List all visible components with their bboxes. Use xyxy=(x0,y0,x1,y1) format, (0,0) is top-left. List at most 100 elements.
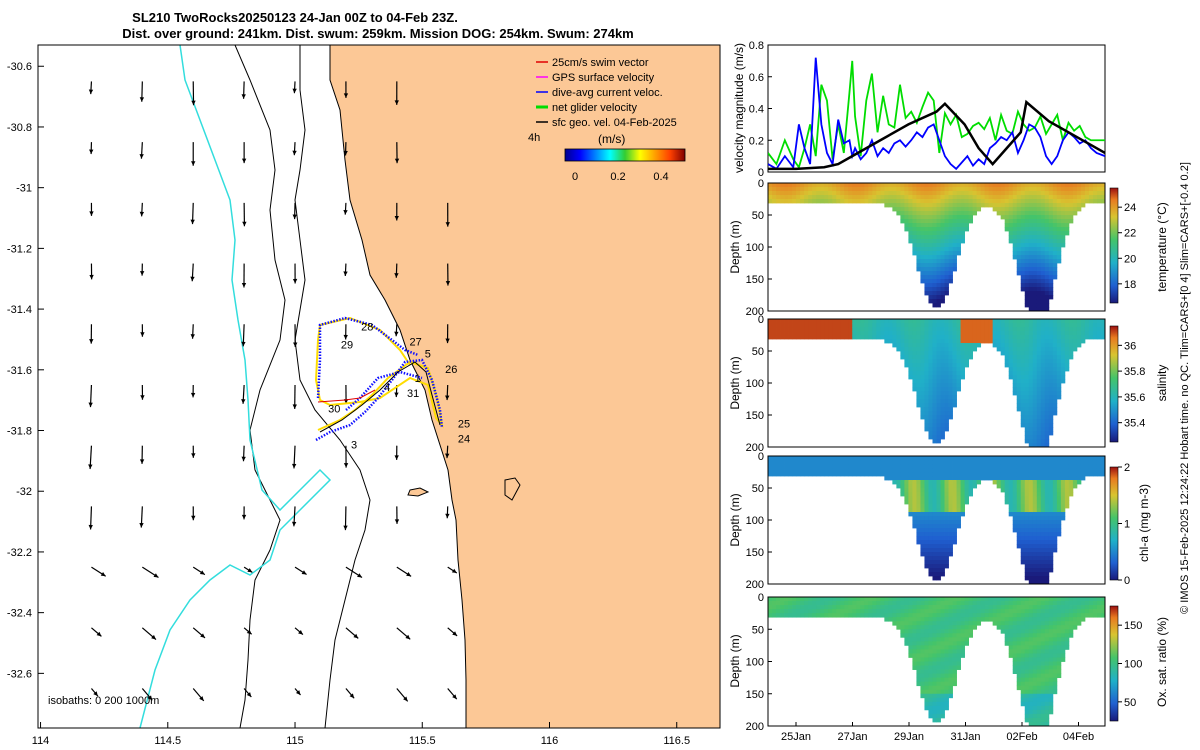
section-cell xyxy=(916,351,921,356)
section-cell xyxy=(1044,187,1050,192)
section-cell xyxy=(932,629,937,634)
section-cell xyxy=(944,456,949,461)
section-cell xyxy=(1004,183,1010,188)
section-cell xyxy=(1056,488,1062,493)
section-cell xyxy=(1060,343,1066,348)
section-cell xyxy=(1048,613,1054,618)
section-cell xyxy=(900,601,905,606)
section-cell xyxy=(920,223,925,228)
section-cell xyxy=(1024,500,1030,505)
section-cell xyxy=(1008,484,1014,489)
section-cell xyxy=(1024,211,1030,216)
section-cell xyxy=(1008,359,1014,364)
section-cell xyxy=(864,605,869,610)
colorbar-tick-label: 100 xyxy=(1124,659,1142,671)
section-cell xyxy=(784,601,789,606)
section-cell xyxy=(852,199,857,204)
section-cell xyxy=(936,295,941,300)
section-cell xyxy=(920,219,925,224)
section-cell xyxy=(936,629,941,634)
sfc-velocity-vector xyxy=(190,263,195,282)
section-cell xyxy=(928,484,933,489)
section-cell xyxy=(940,613,945,618)
section-cell xyxy=(960,629,965,634)
section-cell xyxy=(1036,195,1042,200)
isobath-0m xyxy=(294,45,371,728)
section-cell xyxy=(924,263,929,268)
section-cell xyxy=(880,468,885,473)
section-cell xyxy=(1092,605,1098,610)
section-cell xyxy=(1032,291,1038,296)
section-cell xyxy=(1028,625,1034,630)
section-cell xyxy=(924,536,929,541)
section-cell xyxy=(932,568,937,573)
section-cell xyxy=(852,456,857,461)
section-cell xyxy=(864,335,869,340)
section-cell xyxy=(1052,327,1058,332)
section-cell xyxy=(1024,661,1030,666)
section-cell xyxy=(884,327,889,332)
section-cell xyxy=(928,649,933,654)
section-cell xyxy=(1040,183,1046,188)
section-cell xyxy=(1052,215,1058,220)
section-cell xyxy=(932,677,937,683)
section-cell xyxy=(1044,355,1050,360)
section-cell xyxy=(1000,460,1006,465)
section-cell xyxy=(1048,195,1054,200)
section-cell xyxy=(996,331,1002,336)
section-cell xyxy=(972,319,978,324)
section-cell xyxy=(772,456,777,461)
section-cell xyxy=(1024,693,1030,699)
section-cell xyxy=(900,191,905,196)
section-cell xyxy=(1020,211,1026,216)
section-cell xyxy=(844,613,849,618)
section-cell xyxy=(944,476,949,481)
legend-item-net-glider-velocity: net glider velocity xyxy=(536,102,637,114)
section-cell xyxy=(932,685,937,691)
section-cell xyxy=(900,195,905,200)
section-cell xyxy=(1056,500,1062,505)
section-cell xyxy=(828,191,833,196)
section-cell xyxy=(952,195,957,200)
section-cell xyxy=(836,323,841,328)
section-cell xyxy=(1024,207,1030,212)
section-cell xyxy=(948,488,953,493)
section-cell xyxy=(1032,431,1038,436)
section-cell xyxy=(1024,540,1030,545)
section-cell xyxy=(1032,677,1038,683)
section-cell xyxy=(824,187,829,192)
section-cell xyxy=(936,415,941,420)
section-cell xyxy=(1032,419,1038,424)
section-cell xyxy=(1020,287,1026,292)
section-cell xyxy=(1012,383,1018,388)
sfc-geo-velocity-field xyxy=(88,81,458,702)
section-cell xyxy=(980,472,986,477)
section-cell xyxy=(1052,460,1058,465)
section-cell xyxy=(948,456,953,461)
section-cell xyxy=(908,472,913,477)
section-cell xyxy=(952,597,957,602)
section-cell xyxy=(900,219,905,224)
section-cell xyxy=(1036,379,1042,384)
section-cell xyxy=(888,597,893,602)
section-cell xyxy=(1024,407,1030,412)
section-cell xyxy=(928,536,933,541)
section-cell xyxy=(1036,536,1042,541)
section-cell xyxy=(956,203,961,208)
section-cell xyxy=(836,468,841,473)
section-cell xyxy=(904,203,909,208)
section-cell xyxy=(1040,331,1046,336)
section-cell xyxy=(944,524,949,529)
section-cell xyxy=(1052,532,1058,537)
section-cell xyxy=(800,183,805,188)
section-cell xyxy=(924,520,929,525)
section-cell xyxy=(1036,271,1042,276)
section-cell xyxy=(840,460,845,465)
section-cell xyxy=(1024,572,1030,577)
section-cell xyxy=(1024,415,1030,420)
section-cell xyxy=(1016,383,1022,388)
section-cell xyxy=(920,657,925,662)
section-cell xyxy=(1008,605,1014,610)
section-cell xyxy=(1056,215,1062,220)
section-cell xyxy=(808,187,813,192)
